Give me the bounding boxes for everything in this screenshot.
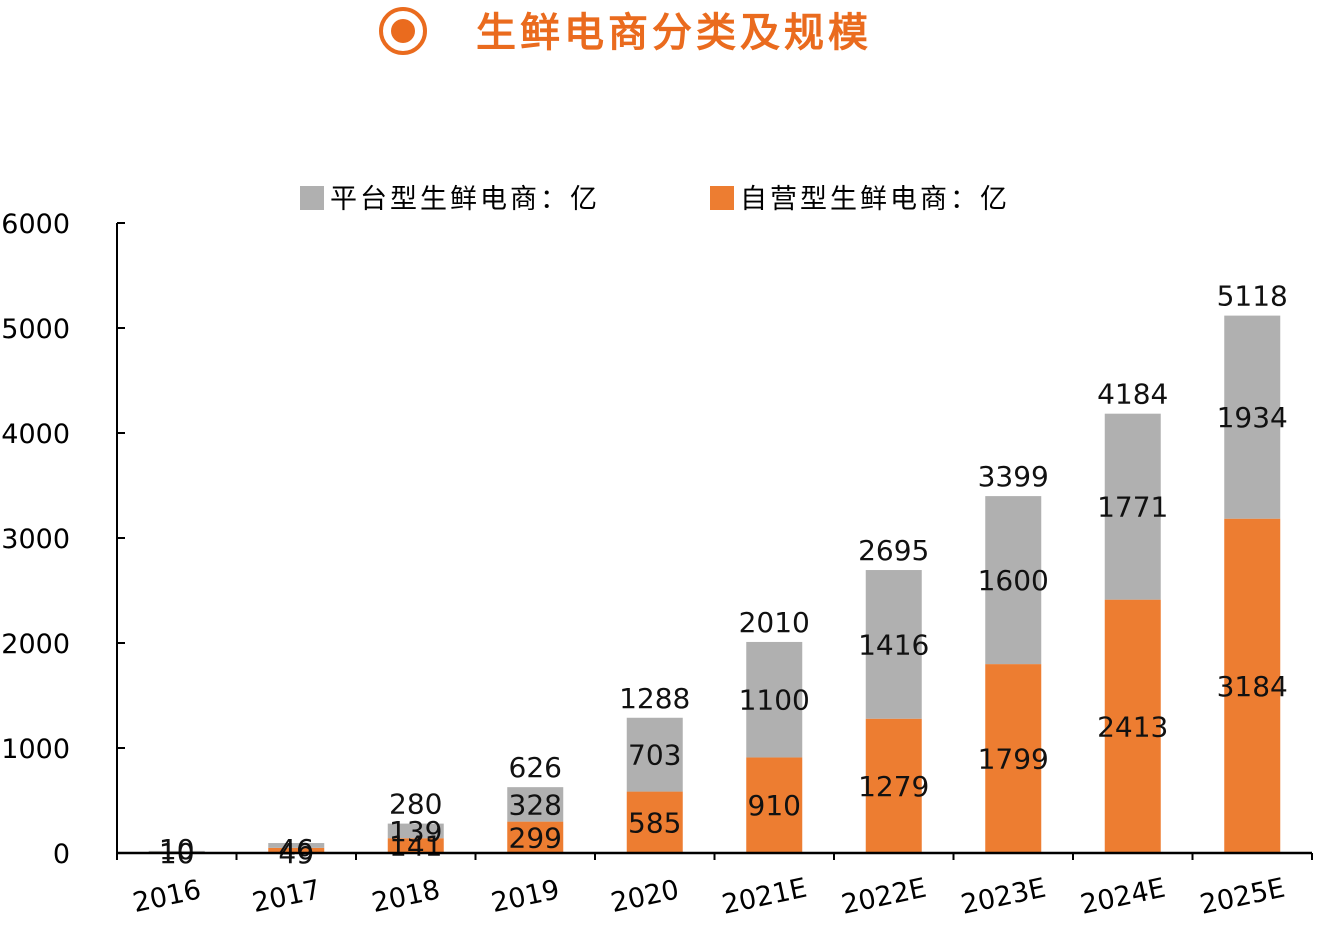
y-tick-label: 3000 [1,524,70,555]
y-tick-label: 6000 [1,209,70,240]
bar-self-operated [1104,599,1161,853]
data-label-self-operated: 910 [748,789,801,822]
y-tick-label: 5000 [1,314,70,345]
data-label-platform: 46 [278,833,314,866]
data-label-platform: 703 [628,739,681,772]
data-label-platform: 139 [389,815,442,848]
data-label-self-operated: 141 [389,830,442,863]
legend-swatch [300,186,324,210]
target-circle-icon [379,7,427,55]
x-tick-label: 2018 [369,874,443,919]
y-tick-label: 1000 [1,734,70,765]
bar-self-operated [1224,518,1281,853]
bar-platform [985,496,1042,665]
data-label-platform: 1934 [1217,401,1288,434]
x-tick-label: 2016 [130,874,204,919]
x-tick-label: 2021E [719,873,809,921]
header: 生鲜电商分类及规模 [0,0,1320,80]
data-label-platform: 1771 [1097,491,1168,524]
y-tick-label: 0 [53,839,70,870]
y-tick-label: 2000 [1,629,70,660]
x-tick-label: 2017 [250,874,324,919]
data-label-total: 5118 [1217,280,1288,313]
bar-self-operated [387,838,444,853]
data-label-self-operated: 585 [628,806,681,839]
legend-label: 平台型生鲜电商：亿 [330,184,600,215]
x-tick-label: 2024E [1078,873,1168,921]
x-tick-label: 2020 [608,874,682,919]
bar-platform [1224,315,1281,519]
data-label-total: 626 [509,751,562,784]
data-label-total: 4184 [1097,378,1168,411]
bar-platform [746,641,803,758]
data-label-total: 1288 [619,682,690,715]
chart-legend: 平台型生鲜电商：亿 自营型生鲜电商：亿 [300,184,1010,215]
data-label-platform: 1600 [978,564,1049,597]
data-label-total: 3399 [978,460,1049,493]
x-tick-label: 2023E [958,873,1048,921]
x-tick-label: 2019 [489,874,563,919]
bar-platform [865,570,922,719]
data-label-total: 2695 [858,534,929,567]
y-axis: 0 1000 2000 3000 4000 5000 6000 [1,209,125,870]
bar-self-operated [865,718,922,853]
data-label-self-operated: 1799 [978,743,1049,776]
data-label-total: 280 [389,788,442,821]
legend-swatch [710,186,734,210]
data-label-platform: 328 [509,788,562,821]
data-label-self-operated: 3184 [1217,670,1288,703]
bar-platform [507,787,564,822]
y-tick-label: 4000 [1,419,70,450]
page-title: 生鲜电商分类及规模 [476,10,872,56]
bar-self-operated [985,664,1042,853]
bar-platform [268,843,325,848]
bar-platform [148,850,205,852]
bar-self-operated [507,821,564,853]
bar-self-operated [268,847,325,853]
data-label-self-operated: 1279 [858,770,929,803]
bar-self-operated [746,757,803,853]
data-label-platform: 10 [159,833,195,866]
x-tick-label: 2025E [1197,873,1287,921]
legend-label: 自营型生鲜电商：亿 [740,184,1010,215]
data-label-self-operated: 299 [509,821,562,854]
data-label-self-operated: 2413 [1097,710,1168,743]
data-label-total: 2010 [739,606,810,639]
data-label-platform: 1100 [739,684,810,717]
bar-platform [1104,413,1161,600]
data-label-platform: 1416 [858,628,929,661]
bar-self-operated [626,791,683,853]
x-tick-label: 2022E [839,873,929,921]
bar-platform [626,717,683,792]
bar-platform [387,823,444,839]
